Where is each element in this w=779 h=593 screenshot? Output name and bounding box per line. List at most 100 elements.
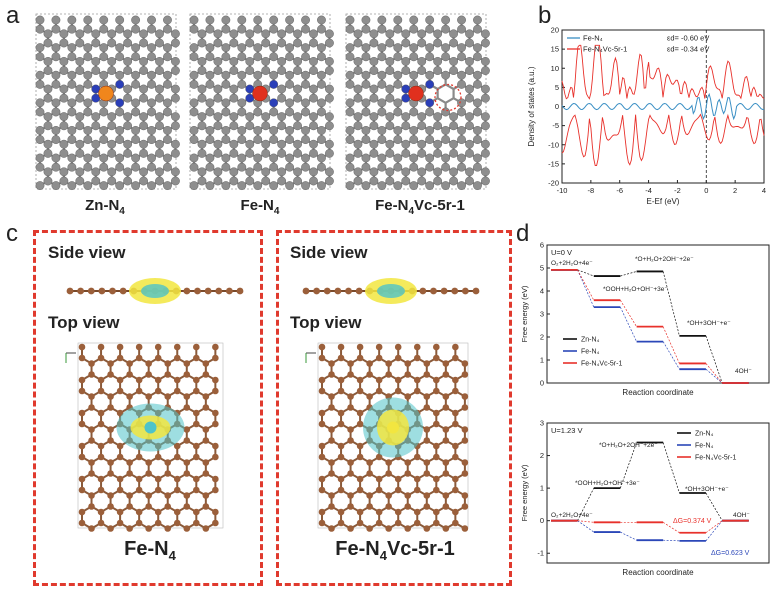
top-carbon-atom: [318, 376, 326, 384]
carbon-atom: [261, 29, 271, 39]
top-carbon-atom: [212, 409, 219, 417]
top-carbon-atom: [413, 519, 421, 527]
carbon-atom: [43, 29, 53, 39]
top-carbon-atom: [154, 453, 162, 461]
top-carbon-atom: [97, 409, 105, 417]
carbon-atom: [261, 167, 271, 177]
carbon-atom: [457, 107, 466, 117]
top-carbon-atom: [193, 519, 200, 527]
top-carbon-atom: [173, 519, 181, 527]
top-carbon-atom: [78, 376, 86, 384]
carbon-atom: [465, 148, 474, 158]
carbon-atom: [43, 93, 53, 103]
c-c-bond: [445, 97, 455, 104]
carbon-atom: [409, 107, 419, 117]
carbon-atom: [197, 139, 207, 149]
carbon-atom: [205, 52, 215, 62]
carbon-atom: [83, 153, 93, 163]
carbon-atom: [229, 84, 239, 94]
carbon-atom: [123, 66, 133, 76]
top-carbon-atom: [116, 343, 124, 351]
y-tick-label: 0: [540, 516, 544, 525]
carbon-atom: [35, 24, 45, 34]
top-carbon-atom: [183, 393, 191, 400]
carbon-atom: [59, 148, 69, 158]
side-carbon-atom: [345, 287, 352, 295]
top-carbon-atom: [385, 525, 392, 532]
top-carbon-atom: [126, 503, 133, 510]
top-carbon-atom: [337, 343, 345, 351]
top-carbon-atom: [88, 360, 95, 367]
carbon-atom: [171, 112, 180, 122]
carbon-atom: [401, 139, 411, 149]
carbon-atom: [449, 66, 458, 76]
y-tick-label: 1: [540, 356, 544, 365]
graphene-sheet: [189, 15, 334, 191]
carbon-atom: [171, 84, 180, 94]
carbon-atom: [293, 66, 302, 76]
carbon-atom: [409, 15, 419, 25]
top-carbon-atom: [202, 459, 210, 466]
carbon-atom: [309, 84, 318, 94]
top-carbon-atom: [461, 503, 469, 510]
carbon-atom: [59, 57, 69, 66]
y-axis-label: Free energy (eV): [520, 464, 529, 521]
y-tick-label: 3: [540, 310, 544, 319]
carbon-atom: [205, 98, 215, 108]
carbon-atom: [131, 135, 141, 145]
top-carbon-atom: [202, 360, 210, 367]
carbon-atom: [285, 162, 295, 172]
top-carbon-atom: [135, 508, 143, 516]
top-carbon-atom: [318, 486, 326, 494]
carbon-atom: [131, 181, 141, 191]
carbon-atom: [83, 52, 93, 62]
carbon-atom: [261, 57, 271, 66]
carbon-atom: [385, 66, 395, 76]
carbon-atom: [393, 52, 403, 62]
carbon-atom: [401, 148, 411, 158]
side-carbon-atom: [430, 287, 437, 295]
carbon-atom: [253, 181, 263, 191]
top-carbon-atom: [423, 371, 431, 378]
carbon-atom: [293, 112, 302, 122]
top-carbon-atom: [337, 420, 345, 428]
side-carbon-atom: [225, 287, 233, 295]
top-carbon-atom: [116, 508, 124, 516]
carbon-atom: [155, 57, 164, 66]
carbon-atom: [107, 112, 117, 122]
carbon-atom: [301, 80, 310, 89]
top-carbon-atom: [423, 360, 431, 367]
carbon-atom: [317, 135, 326, 145]
carbon-atom: [189, 125, 199, 135]
top-carbon-atom: [202, 470, 210, 477]
top-carbon-atom: [404, 360, 412, 367]
top-carbon-atom: [116, 475, 124, 483]
carbon-atom: [237, 52, 247, 62]
top-carbon-atom: [88, 525, 95, 532]
carbon-atom: [163, 153, 172, 163]
carbon-atom: [35, 98, 45, 108]
top-carbon-atom: [164, 503, 172, 510]
top-carbon-atom: [183, 459, 191, 466]
top-carbon-atom: [78, 387, 86, 395]
carbon-atom: [51, 107, 61, 117]
carbon-atom: [131, 107, 141, 117]
side-carbon-atom: [204, 287, 212, 295]
carbon-atom: [353, 66, 363, 76]
top-carbon-atom: [433, 409, 440, 417]
carbon-atom: [361, 181, 371, 191]
carbon-atom: [205, 15, 215, 25]
carbon-atom: [325, 84, 334, 94]
energy-connector: [577, 520, 595, 533]
carbon-atom: [293, 84, 302, 94]
carbon-atom: [409, 24, 419, 34]
top-carbon-atom: [212, 442, 219, 450]
carbon-atom: [51, 52, 61, 62]
carbon-atom: [285, 125, 295, 135]
side-carbon-atom: [87, 287, 95, 295]
top-carbon-atom: [154, 343, 162, 351]
carbon-atom: [107, 66, 117, 76]
carbon-atom: [465, 57, 474, 66]
top-carbon-atom: [347, 360, 354, 367]
carbon-atom: [401, 167, 411, 177]
